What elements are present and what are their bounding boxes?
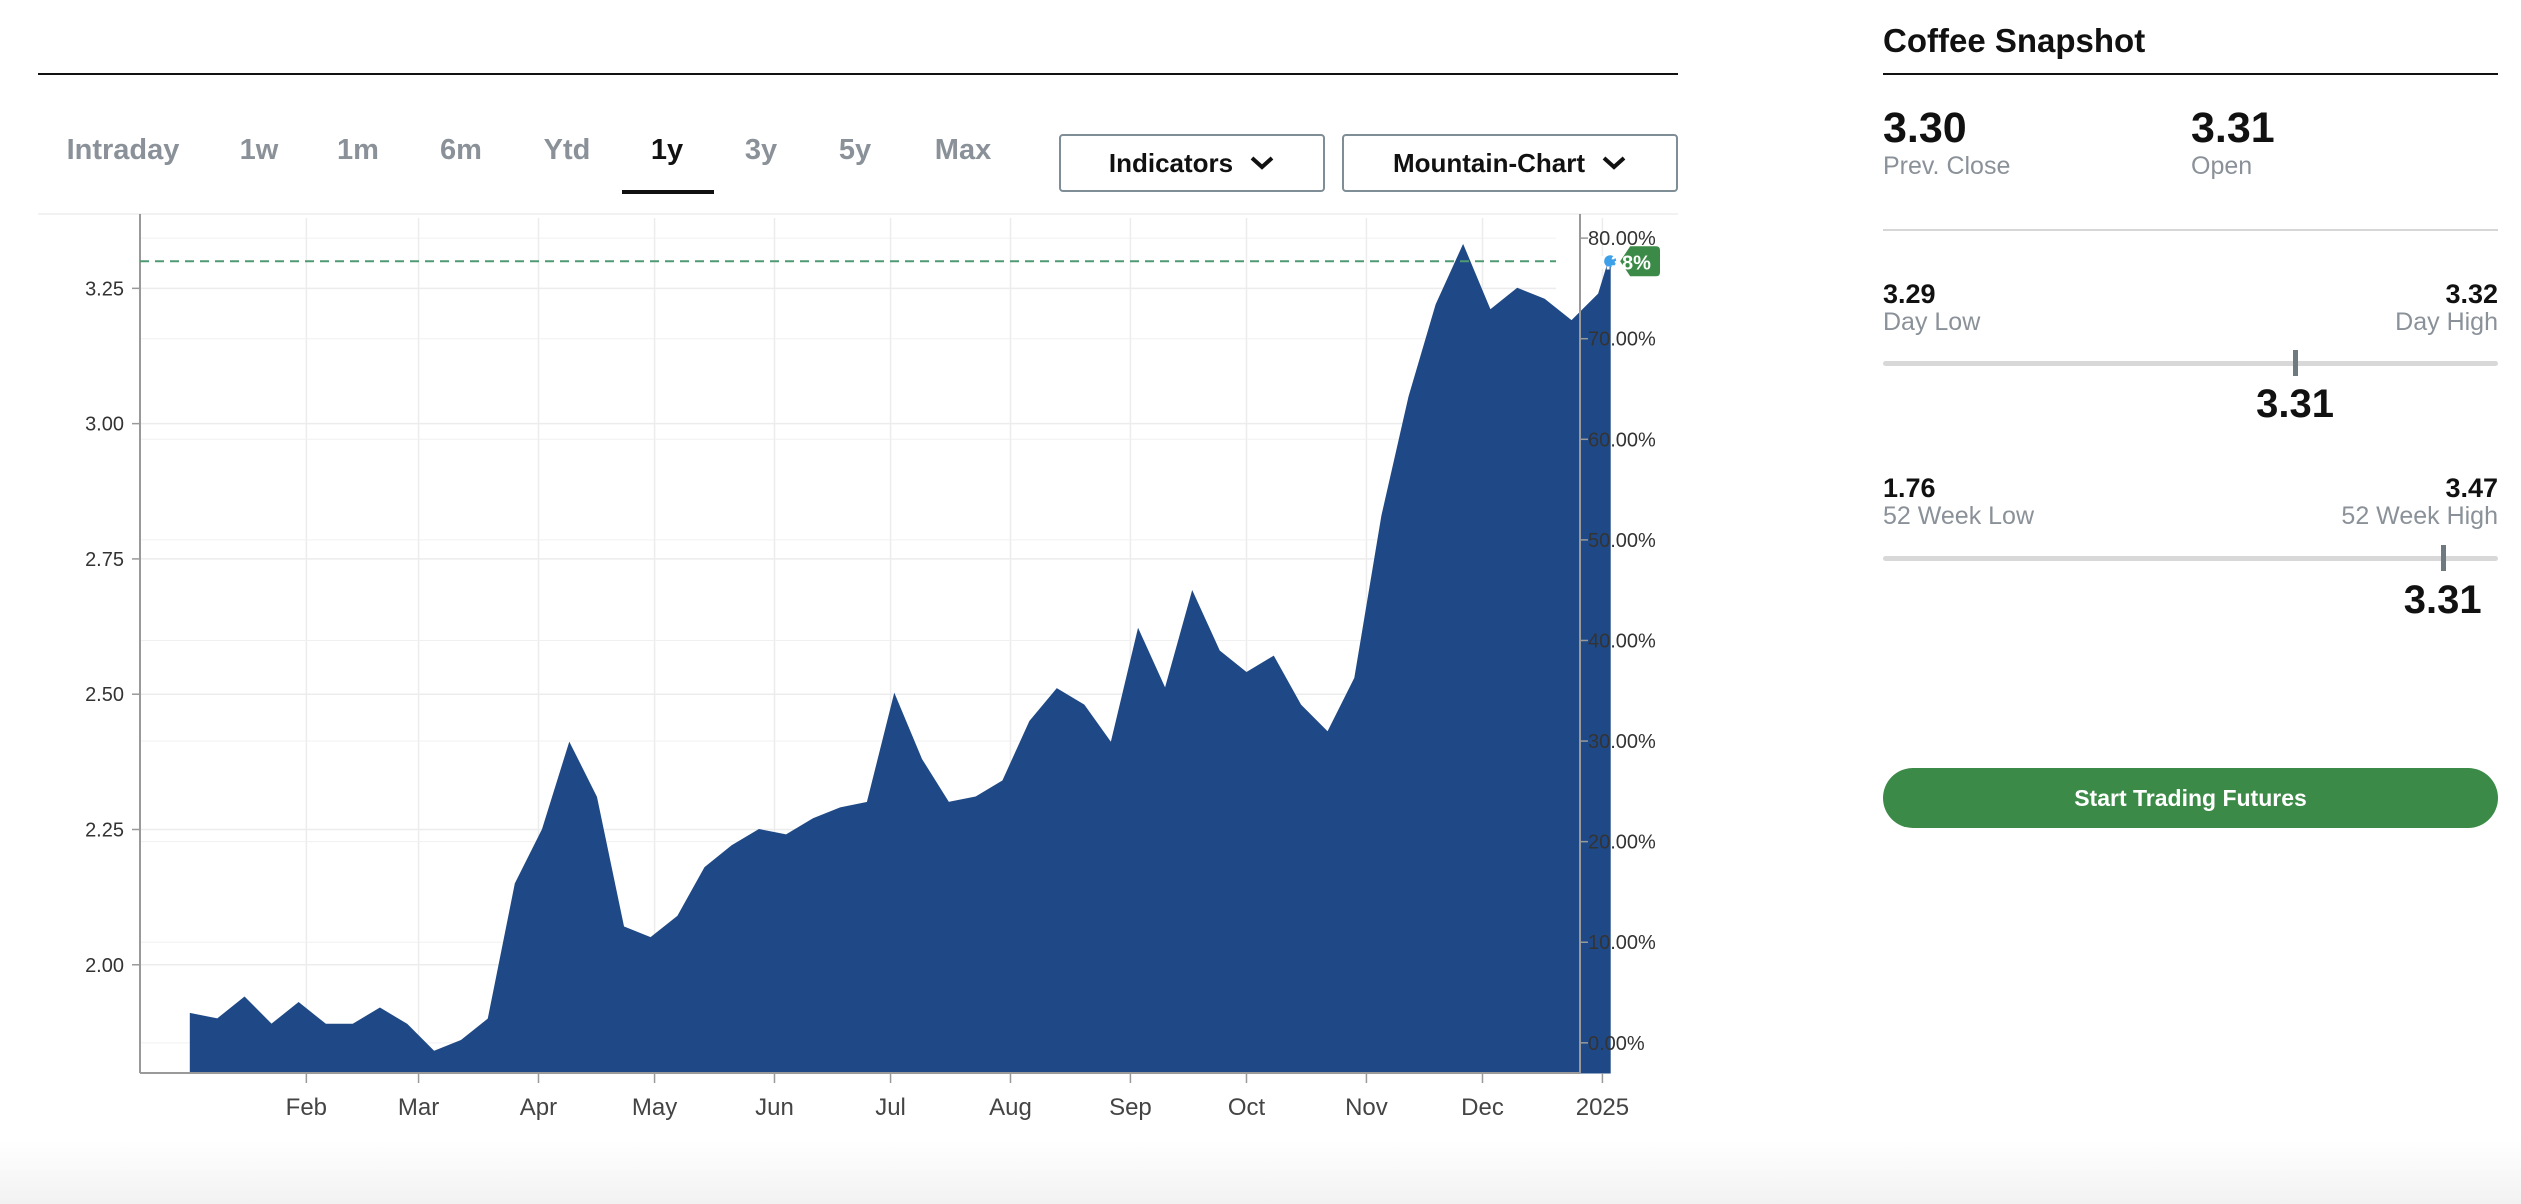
open-value: 3.31 [2191,104,2275,152]
x-tick-label: Jun [755,1094,794,1121]
x-tick-label: Sep [1109,1094,1152,1121]
tab-1w[interactable]: 1w [239,134,279,166]
active-tab-underline [622,190,714,194]
x-tick-label: Dec [1461,1094,1504,1121]
chart-area-series [189,243,1611,1074]
chart-tick-labels: Feb Mar Apr May Jun Jul Aug Sep Oct Nov Dec 2025 2.0… [85,228,1656,1121]
y-right-tick-label: 20.00% [1588,832,1656,854]
y-right-tick-label: 0.00% [1588,1033,1645,1055]
day-range-track [1883,361,2498,366]
page-footer-shade [0,1140,2521,1204]
open-label: Open [2191,152,2253,180]
x-tick-label: Nov [1345,1094,1388,1121]
chart-type-dropdown[interactable]: Mountain-Chart [1342,134,1678,192]
y-right-tick-label: 70.00% [1588,329,1656,351]
week52-high-value: 3.47 [2445,473,2498,503]
start-trading-futures-button[interactable]: Start Trading Futures [1883,768,2498,828]
week52-range-current: 3.31 [2403,578,2482,622]
tab-intraday[interactable]: Intraday [66,134,180,166]
y-left-tick-label: 2.75 [85,549,124,571]
y-right-tick-label: 50.00% [1588,530,1656,552]
prev-close-label: Prev. Close [1883,152,2011,180]
y-left-tick-label: 3.25 [85,278,124,300]
y-left-tick-label: 3.00 [85,414,124,436]
y-right-tick-label: 10.00% [1588,932,1656,954]
week52-range-marker [2440,545,2446,571]
y-right-tick-label: 30.00% [1588,731,1656,753]
x-tick-label: Mar [398,1094,439,1121]
day-high-label: Day High [2395,308,2498,336]
week52-range-track [1883,556,2498,561]
day-low-label: Day Low [1883,308,1981,336]
x-tick-label: May [632,1094,677,1121]
week52-low-value: 1.76 [1883,473,1936,503]
y-right-tick-label: 80.00% [1588,228,1656,250]
y-right-tick-label: 40.00% [1588,630,1656,652]
snapshot-title-rule [1883,73,2498,75]
chart-top-rule [38,73,1678,75]
tab-3y[interactable]: 3y [744,134,778,166]
tab-ytd[interactable]: Ytd [543,134,591,166]
x-tick-label: Aug [989,1094,1032,1121]
y-right-tick-label: 60.00% [1588,429,1656,451]
day-low-value: 3.29 [1883,279,1936,309]
chevron-down-icon [1250,156,1274,170]
chart-axes [132,214,1604,1083]
x-tick-label: Feb [286,1094,327,1121]
indicators-dropdown[interactable]: Indicators [1059,134,1325,192]
x-tick-label: Oct [1228,1094,1266,1121]
tab-6m[interactable]: 6m [440,134,482,166]
y-left-tick-label: 2.25 [85,819,124,841]
week52-low-label: 52 Week Low [1883,502,2035,530]
y-left-tick-label: 2.50 [85,684,124,706]
price-chart[interactable]: Feb Mar Apr May Jun Jul Aug Sep Oct Nov Dec 2025 2.0… [0,0,1700,1140]
indicators-label: Indicators [1108,147,1234,178]
tab-5y[interactable]: 5y [838,134,872,166]
snapshot-divider [1883,229,2498,231]
x-tick-label: Apr [520,1094,557,1121]
chevron-down-icon [1602,156,1626,170]
chart-type-label: Mountain-Chart [1392,147,1586,178]
prev-close-value: 3.30 [1883,104,1967,152]
x-tick-label: 2025 [1576,1094,1629,1121]
chart-last-marker: 78.38% [140,246,1660,277]
x-tick-label: Jul [875,1094,906,1121]
day-range-marker [2293,350,2299,376]
last-change-label: 78.38% [1583,252,1651,274]
day-high-value: 3.32 [2445,279,2498,309]
last-price-dot [1604,255,1617,268]
price-area [189,243,1611,1074]
week52-high-label: 52 Week High [2341,502,2498,530]
y-left-tick-label: 2.00 [85,955,124,977]
tab-1y[interactable]: 1y [650,134,684,166]
tab-1m[interactable]: 1m [337,134,379,166]
last-change-badge [1620,246,1660,277]
day-range-current: 3.31 [2256,382,2334,426]
snapshot-title: Coffee Snapshot [1883,22,2146,59]
tab-max[interactable]: Max [934,134,992,166]
